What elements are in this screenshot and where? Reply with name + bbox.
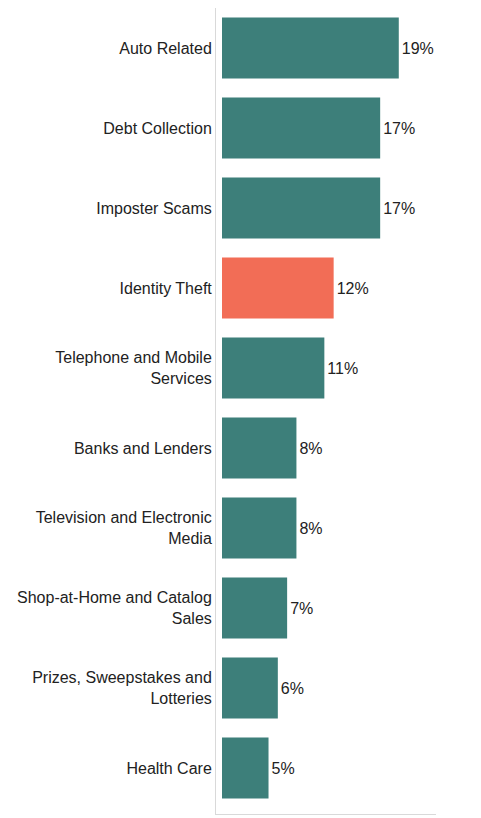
svg-text:12%: 12%: [337, 280, 369, 297]
svg-text:5%: 5%: [272, 760, 295, 777]
svg-text:8%: 8%: [299, 440, 322, 457]
svg-text:Banks and Lenders: Banks and Lenders: [74, 440, 212, 457]
svg-text:Prizes, Sweepstakes andLotteri: Prizes, Sweepstakes andLotteries: [32, 669, 212, 707]
svg-text:Auto Related: Auto Related: [119, 40, 212, 57]
svg-text:17%: 17%: [383, 120, 415, 137]
svg-text:Imposter Scams: Imposter Scams: [96, 200, 212, 217]
svg-text:7%: 7%: [290, 600, 313, 617]
svg-text:8%: 8%: [299, 520, 322, 537]
svg-text:Identity Theft: Identity Theft: [120, 280, 213, 297]
svg-text:6%: 6%: [281, 680, 304, 697]
svg-text:Health Care: Health Care: [126, 760, 211, 777]
svg-text:19%: 19%: [402, 40, 434, 57]
svg-text:Telephone and MobileServices: Telephone and MobileServices: [55, 349, 212, 387]
svg-text:17%: 17%: [383, 200, 415, 217]
svg-text:Shop-at-Home and CatalogSales: Shop-at-Home and CatalogSales: [17, 589, 212, 627]
svg-text:11%: 11%: [327, 360, 358, 377]
svg-text:Television and ElectronicMedia: Television and ElectronicMedia: [36, 509, 212, 547]
svg-text:Debt Collection: Debt Collection: [103, 120, 212, 137]
